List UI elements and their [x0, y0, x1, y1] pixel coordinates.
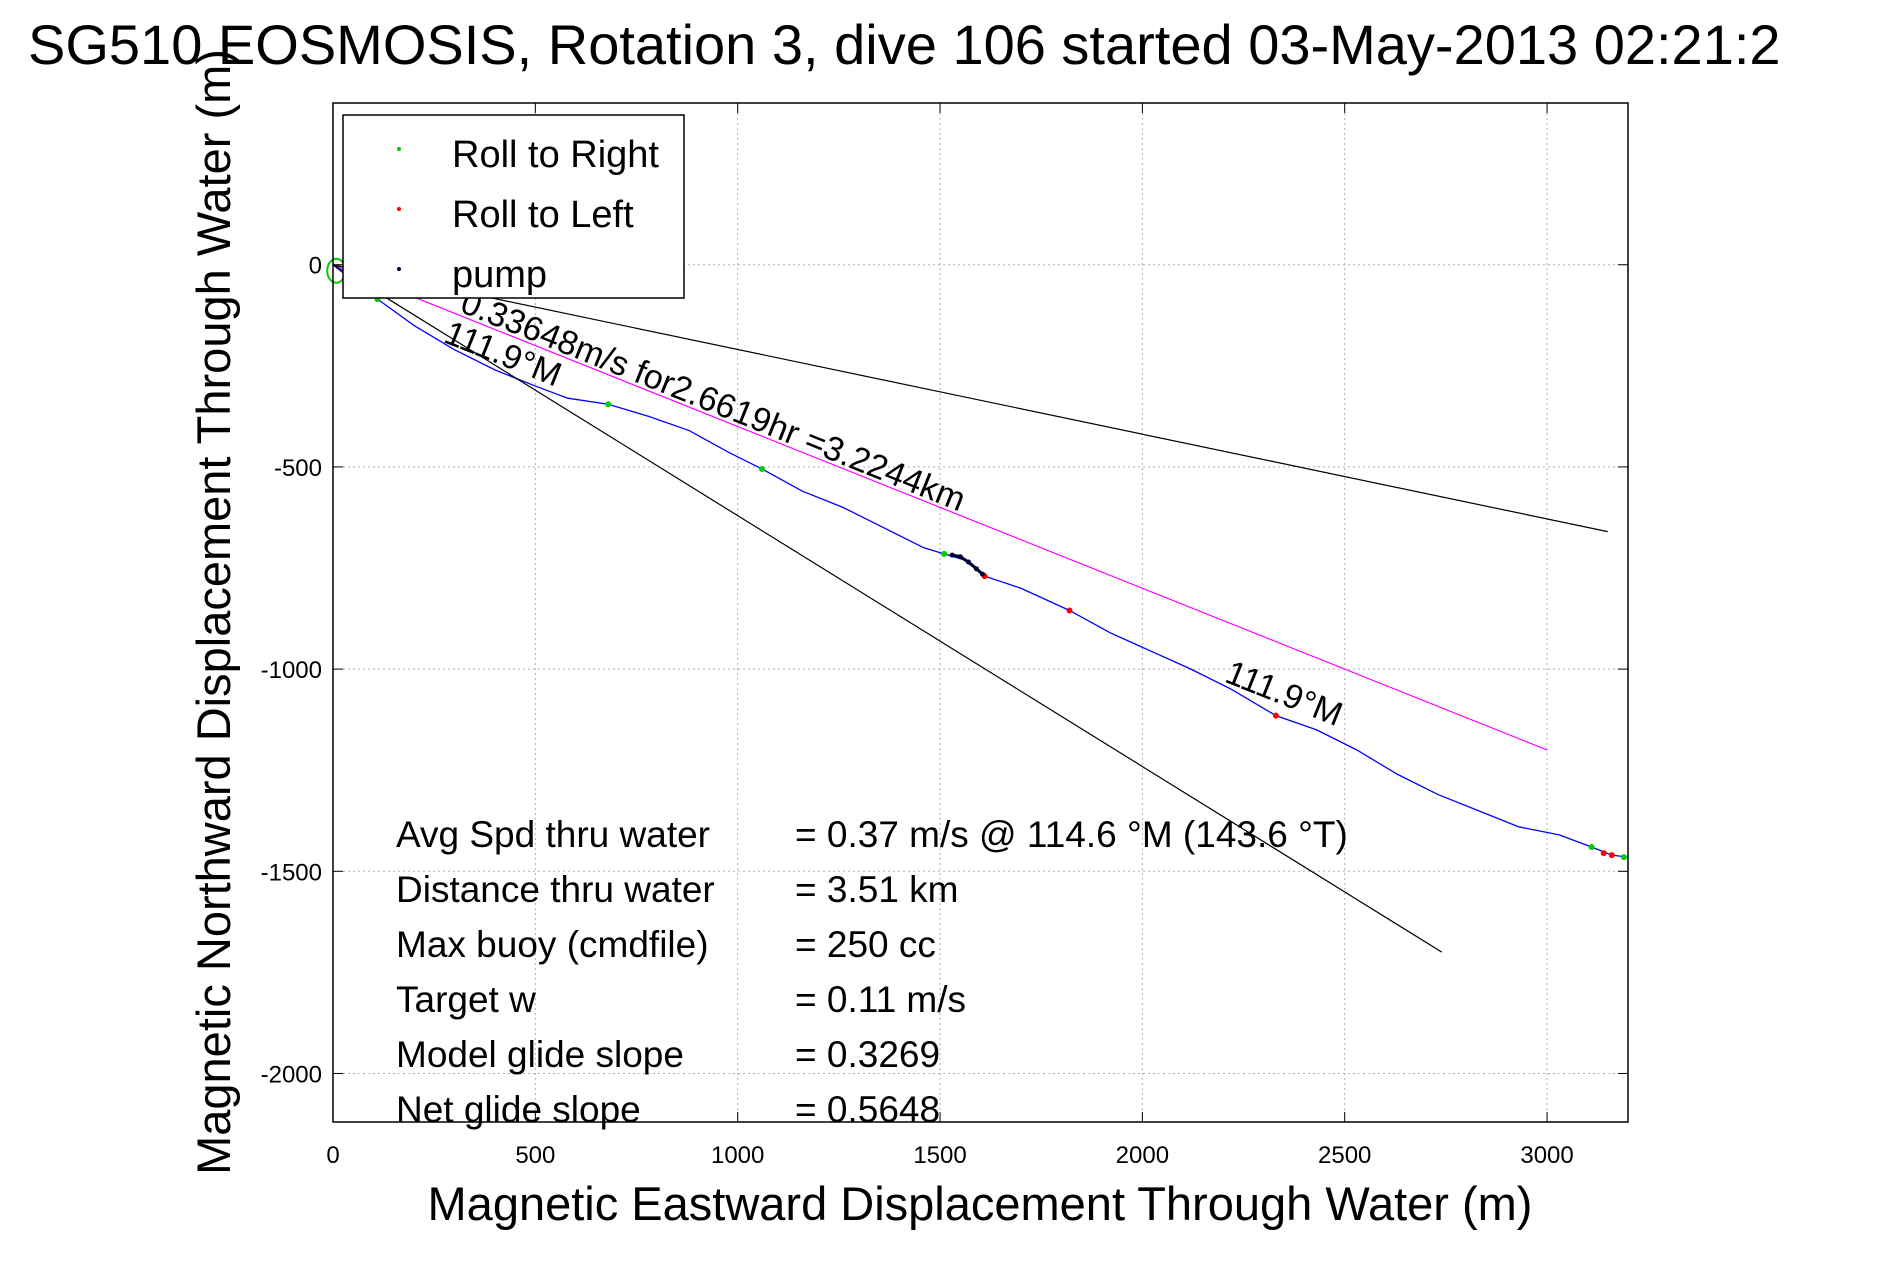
x-tick-label: 2500: [1318, 1142, 1371, 1169]
legend-label: Roll to Left: [452, 194, 634, 236]
data-point-roll-to-right: [1620, 854, 1627, 861]
stat-value: = 0.5648: [795, 1089, 940, 1130]
stat-label: Target w: [396, 979, 536, 1020]
stat-label: Avg Spd thru water: [396, 814, 710, 855]
y-axis-label: Magnetic Northward Displacement Through …: [187, 49, 240, 1175]
stat-value: = 3.51 km: [795, 869, 959, 910]
x-axis-label: Magnetic Eastward Displacement Through W…: [428, 1177, 1533, 1230]
y-tick-label: 0: [309, 253, 322, 280]
pump-segment: [951, 553, 984, 576]
x-tick-label: 3000: [1520, 1142, 1573, 1169]
y-axis-ticks: 0 -500 -1000 -1500 -2000: [261, 253, 1628, 1088]
legend-label: pump: [452, 254, 547, 296]
y-tick-label: -500: [274, 455, 322, 482]
x-tick-label: 1500: [913, 1142, 966, 1169]
stat-value: = 0.37 m/s @ 114.6 °M (143.6 °T): [795, 814, 1348, 855]
stats-block: Avg Spd thru water = 0.37 m/s @ 114.6 °M …: [396, 814, 1348, 1130]
axes-frame: [332, 102, 1629, 1123]
chart-title: SG510 EOSMOSIS, Rotation 3, dive 106 sta…: [28, 13, 1781, 76]
series-line-heading-line: [332, 264, 1548, 751]
stat-label: Model glide slope: [396, 1034, 684, 1075]
data-point-roll-to-left: [1608, 852, 1615, 859]
x-axis-ticks: 0 500 1000 1500 2000 2500 3000: [326, 103, 1574, 1169]
x-tick-label: 2000: [1116, 1142, 1169, 1169]
legend-label: Roll to Right: [452, 134, 659, 176]
data-point-roll-to-left: [1600, 850, 1607, 857]
series-line-reference-line-1: [332, 264, 1608, 533]
stat-value: = 250 cc: [795, 924, 936, 965]
legend-marker: [397, 147, 401, 151]
data-point-roll-to-right: [941, 550, 948, 557]
x-tick-label: 0: [326, 1142, 339, 1169]
x-tick-label: 1000: [711, 1142, 764, 1169]
data-point-roll-to-left: [1066, 607, 1073, 614]
data-point-roll-to-right: [605, 401, 612, 408]
stat-label: Max buoy (cmdfile): [396, 924, 709, 965]
stat-value: = 0.11 m/s: [795, 979, 966, 1020]
legend-marker: [397, 267, 401, 271]
legend-marker: [397, 207, 401, 211]
x-tick-label: 500: [515, 1142, 555, 1169]
series-points: [326, 257, 1627, 861]
legend: Roll to Right Roll to Left pump: [342, 114, 685, 299]
stat-value: = 0.3269: [795, 1034, 940, 1075]
y-tick-label: -2000: [261, 1061, 322, 1088]
stat-label: Net glide slope: [396, 1089, 641, 1130]
data-point-roll-to-left: [1272, 712, 1279, 719]
stat-label: Distance thru water: [396, 869, 715, 910]
series-line-reference-line-2: [332, 264, 1443, 953]
y-tick-label: -1500: [261, 859, 322, 886]
y-tick-label: -1000: [261, 657, 322, 684]
data-point-roll-to-right: [1588, 844, 1595, 851]
data-point-roll-to-right: [758, 465, 765, 472]
